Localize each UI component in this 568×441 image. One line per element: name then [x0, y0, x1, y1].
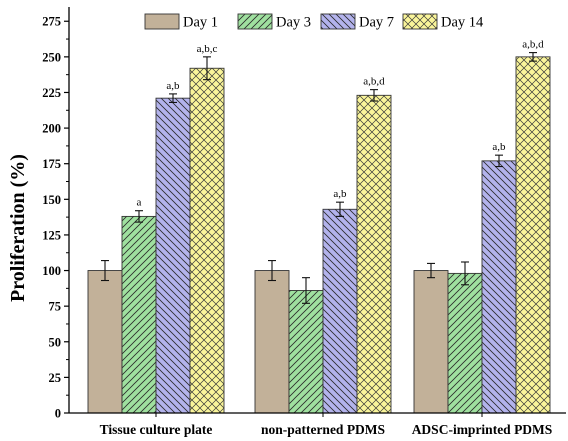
bar [87, 270, 123, 414]
x-category-label: ADSC-imprinted PDMS [412, 422, 553, 437]
bar [254, 270, 290, 414]
bar [189, 67, 225, 414]
y-tick-label: 225 [42, 86, 61, 100]
x-category-label: Tissue culture plate [100, 422, 213, 437]
y-tick-label: 50 [49, 335, 62, 349]
bar [515, 56, 551, 414]
axes-group: 0 25 50 75 100 125 150 175 200 225 250 275 Tissue cu… [42, 7, 566, 437]
bar [155, 97, 191, 414]
legend-swatch [237, 13, 273, 30]
bar [447, 272, 483, 414]
y-tick-label: 25 [49, 371, 62, 385]
significance-label: a,b,d [522, 39, 544, 51]
y-tick-label: 275 [42, 15, 61, 29]
y-tick-label: 125 [42, 228, 61, 242]
y-tick-label: 175 [42, 157, 61, 171]
legend-label: Day 14 [441, 15, 484, 31]
legend-swatch [320, 13, 356, 30]
y-tick-label: 0 [55, 407, 61, 421]
y-tick-label: 200 [42, 122, 61, 136]
bar [481, 160, 517, 414]
significance-label: a,b [166, 80, 180, 92]
significance-label: a,b [492, 141, 506, 153]
legend-swatch [402, 13, 438, 30]
y-tick-label: 75 [49, 300, 62, 314]
significance-label: a,b,d [363, 76, 385, 88]
y-tick-label: 250 [42, 50, 61, 64]
bar [356, 94, 392, 414]
bar [288, 290, 324, 414]
significance-label: a,b [333, 188, 347, 200]
bar [121, 215, 157, 414]
bars-group: a a,b a,b,c a,b a,b,d a,b a,b,d [87, 39, 551, 414]
bar [413, 270, 449, 414]
significance-label: a [137, 197, 142, 209]
x-category-label: non-patterned PDMS [261, 422, 385, 437]
significance-label: a,b,c [197, 43, 218, 55]
y-tick-label: 100 [42, 264, 61, 278]
bar [322, 208, 358, 414]
legend-label: Day 3 [276, 15, 311, 31]
legend-label: Day 7 [359, 15, 394, 31]
y-axis-title: Proliferation (%) [7, 154, 29, 302]
legend: Day 1 Day 3 Day 7 Day 14 [144, 13, 484, 31]
y-tick-label: 150 [42, 193, 61, 207]
legend-swatch [144, 13, 180, 30]
legend-label: Day 1 [183, 15, 218, 31]
